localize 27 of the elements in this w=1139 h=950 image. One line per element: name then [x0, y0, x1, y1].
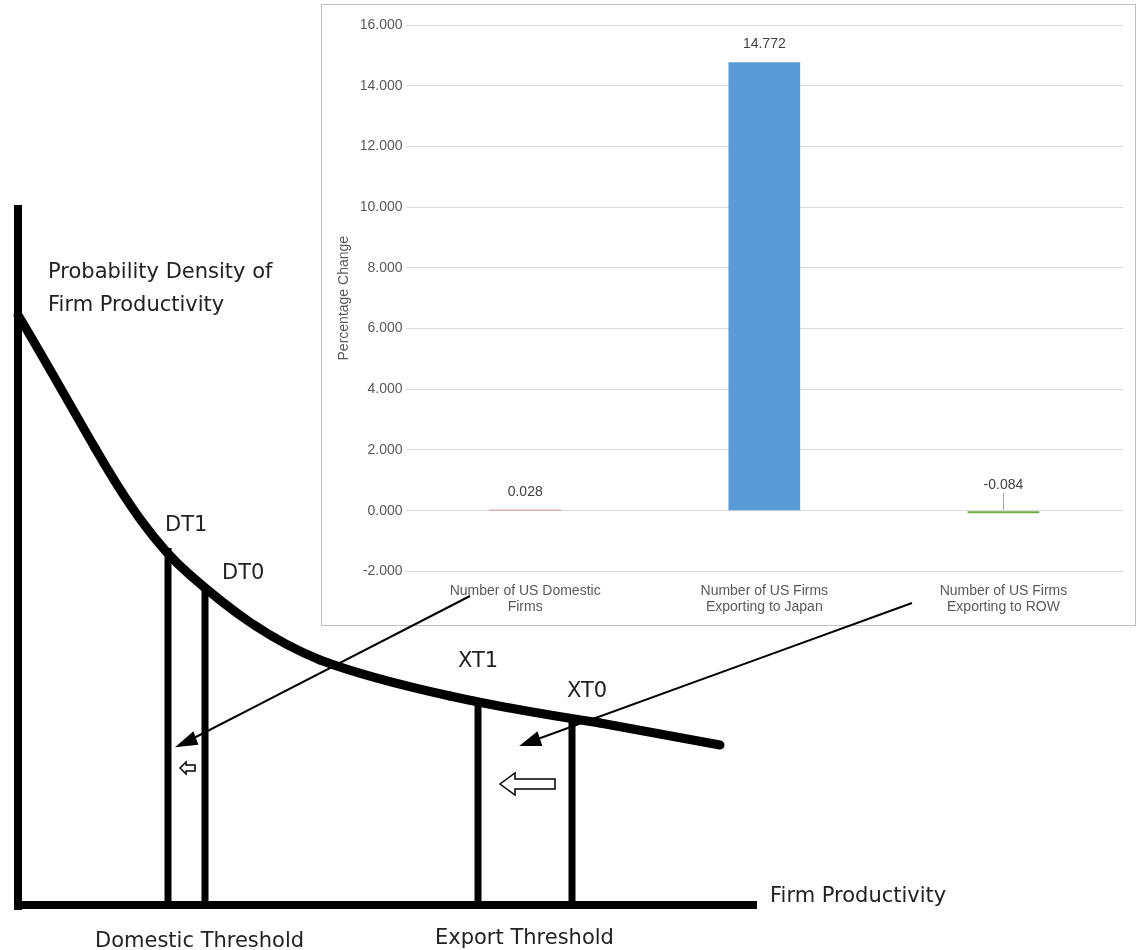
y-tick-label: 12.000 [359, 137, 403, 154]
y-tick-label: 4.000 [367, 380, 403, 397]
y-tick-label: 0.000 [367, 501, 403, 518]
y-tick-label: 16.000 [359, 15, 403, 32]
x-tick-label: Number of US Domestic Firms [449, 581, 601, 615]
text: Export Threshold [435, 925, 614, 949]
bar [728, 62, 801, 511]
text: Firm Productivity [770, 883, 947, 907]
y-tick-label: 2.000 [367, 440, 403, 457]
y-tick-label: 6.000 [367, 319, 403, 336]
text: DT1 [165, 512, 208, 536]
data-label: 0.028 [507, 482, 543, 499]
y-tick-label: -2.000 [362, 562, 403, 579]
text: Probability Density of Firm Productivity [48, 258, 274, 318]
y-tick-label: 10.000 [359, 197, 403, 214]
data-label: -0.084 [983, 476, 1024, 493]
text: DT0 [222, 560, 265, 584]
y-tick-label: 14.000 [359, 76, 403, 93]
bar [967, 511, 1040, 514]
text: XT1 [458, 648, 499, 672]
y-axis-title: Percentage Change [335, 235, 352, 361]
y-tick-label: 8.000 [367, 258, 403, 275]
x-tick-label: Number of US Firms Exporting to Japan [700, 581, 829, 615]
data-label: 14.772 [742, 35, 786, 52]
text: Domestic Threshold [95, 928, 305, 950]
x-tick-label: Number of US Firms Exporting to ROW [939, 581, 1068, 615]
text: XT0 [567, 678, 608, 702]
